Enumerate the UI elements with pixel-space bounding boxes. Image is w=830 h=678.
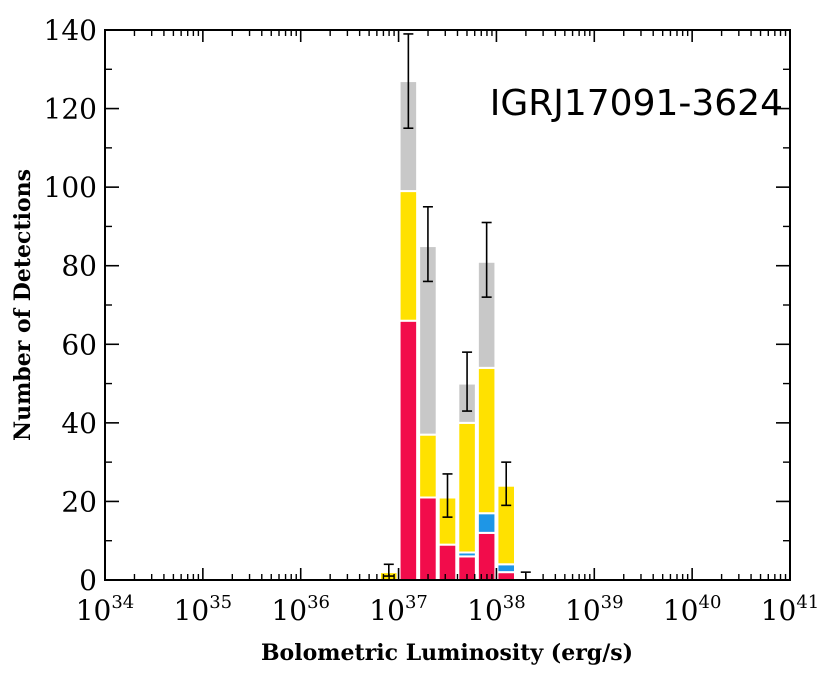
bar-1-red-segment	[398, 319, 419, 581]
x-axis-title: Bolometric Luminosity (erg/s)	[261, 640, 633, 666]
x-tick-label: 1034	[76, 592, 135, 627]
x-tick-label-base: 10	[663, 594, 699, 627]
error-bar-6	[501, 461, 512, 507]
bar-3-red-segment	[437, 543, 458, 582]
x-tick-label-base: 10	[467, 594, 503, 627]
bar-5-red-segment	[476, 531, 497, 581]
source-annotation: IGRJ17091-3624	[490, 83, 783, 124]
plot-frame	[104, 29, 791, 581]
x-tick-label-exponent: 38	[503, 592, 526, 613]
x-tick-label-base: 10	[174, 594, 210, 627]
y-tick-label: 120	[44, 93, 97, 126]
x-tick-label-exponent: 35	[209, 592, 232, 613]
x-tick-label-base: 10	[761, 594, 797, 627]
bar-5-yellow-segment	[476, 366, 497, 515]
error-bar-2	[422, 205, 433, 283]
x-tick-label: 1041	[761, 592, 820, 627]
x-tick-label-exponent: 37	[405, 592, 428, 613]
x-tick-label: 1039	[565, 592, 624, 627]
y-tick-label: 40	[61, 407, 97, 440]
x-tick-label: 1035	[174, 592, 233, 627]
bar-2-red-segment	[418, 496, 438, 581]
bar-5-blue-segment	[476, 512, 497, 534]
x-tick-label-exponent: 39	[601, 592, 624, 613]
x-tick-label-base: 10	[271, 594, 307, 627]
bar-6-blue-segment	[496, 563, 516, 574]
x-tick-label: 1038	[467, 592, 526, 627]
y-tick-label: 60	[61, 328, 97, 361]
y-tick-label: 100	[44, 171, 97, 204]
error-bar-1	[403, 33, 414, 130]
x-tick-labels: 1034 1035 1036 1037 1038 1039 1040 1041	[76, 592, 820, 627]
y-axis-title: Number of Detections	[10, 169, 36, 441]
y-tick-labels: 0 20 40 60 80 100 120 140	[44, 14, 97, 597]
x-tick-label-base: 10	[565, 594, 601, 627]
bar-2-yellow-segment	[418, 433, 438, 499]
y-tick-label: 140	[44, 14, 97, 47]
x-tick-label-base: 10	[76, 594, 112, 627]
x-tick-label-exponent: 41	[796, 592, 819, 613]
bar-1-yellow-segment	[398, 190, 419, 322]
x-tick-label: 1040	[663, 592, 722, 627]
error-bar-4	[462, 351, 473, 412]
error-bars	[383, 33, 531, 581]
y-tick-label: 0	[79, 564, 97, 597]
error-bar-5	[481, 221, 492, 298]
x-tick-label-exponent: 34	[111, 592, 134, 613]
x-tick-label: 1037	[369, 592, 428, 627]
bar-4-yellow-segment	[457, 421, 477, 554]
bar-6-red-segment	[496, 571, 516, 582]
y-tick-label: 20	[61, 485, 97, 518]
y-tick-label: 80	[61, 250, 97, 283]
x-tick-label-base: 10	[369, 594, 405, 627]
x-tick-label-exponent: 40	[699, 592, 722, 613]
x-tick-label-exponent: 36	[307, 592, 330, 613]
histogram-bars	[379, 80, 516, 582]
x-tick-label: 1036	[271, 592, 330, 627]
error-bar-3	[442, 473, 453, 518]
